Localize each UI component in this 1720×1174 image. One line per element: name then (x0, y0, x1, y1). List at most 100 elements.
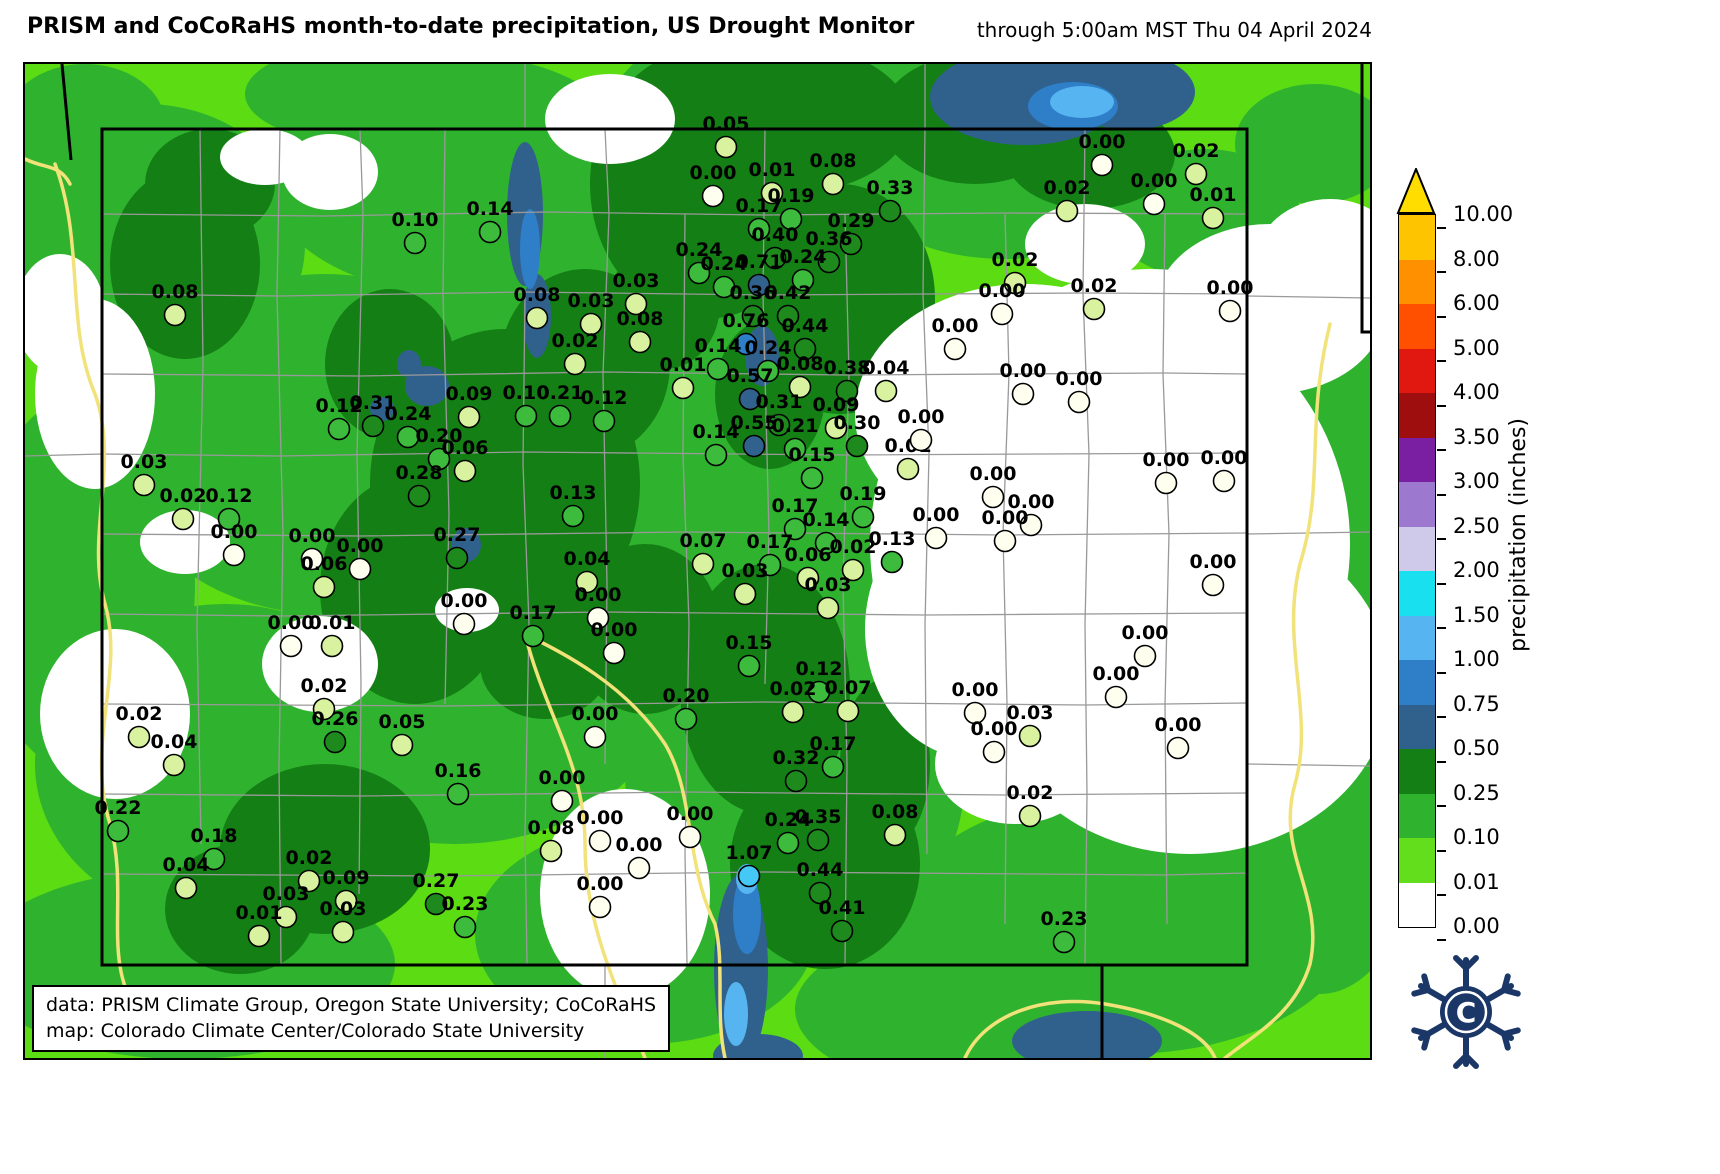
legend-band (1399, 660, 1435, 705)
station-value-label: 0.08 (152, 281, 199, 303)
legend-color-bar (1398, 214, 1436, 928)
station-marker (1011, 382, 1035, 406)
station-marker (453, 915, 477, 939)
station-value-label: 0.00 (539, 767, 586, 789)
station-marker (704, 443, 728, 467)
station-marker (737, 654, 761, 678)
station-value-label: 0.20 (663, 685, 710, 707)
station-marker (839, 232, 863, 256)
station-marker (1212, 469, 1236, 493)
station-marker (312, 575, 336, 599)
station-marker (1090, 153, 1114, 177)
station-value-label: 0.09 (323, 867, 370, 889)
station-value-label: 0.03 (320, 898, 367, 920)
station-value-label: 0.14 (467, 198, 514, 220)
station-marker (793, 337, 817, 361)
station-value-label: 0.14 (695, 335, 742, 357)
station-marker (1142, 192, 1166, 216)
station-marker (779, 207, 803, 231)
station-marker (806, 828, 830, 852)
legend-tick (1437, 849, 1446, 852)
station-marker (990, 302, 1014, 326)
station-marker (312, 697, 336, 721)
station-marker (247, 924, 271, 948)
station-marker (274, 905, 298, 929)
station-value-label: 0.06 (301, 553, 348, 575)
station-marker (525, 306, 549, 330)
station-value-label: 0.24 (780, 246, 827, 268)
station-marker (821, 755, 845, 779)
legend-band (1399, 571, 1435, 616)
station-value-label: 0.00 (970, 463, 1017, 485)
station-marker (734, 332, 758, 356)
precip-dry-white-layer (25, 74, 1370, 999)
station-marker (706, 357, 730, 381)
legend-tick (1437, 449, 1446, 451)
station-value-label: 0.24 (745, 337, 792, 359)
station-value-label: 0.02 (1071, 275, 1118, 297)
station-marker (514, 404, 538, 428)
station-value-label: 0.16 (435, 760, 482, 782)
station-value-label: 0.44 (797, 859, 844, 881)
station-marker (783, 517, 807, 541)
station-marker (767, 413, 791, 437)
timestamp: through 5:00am MST Thu 04 April 2024 (976, 18, 1372, 42)
station-value-label: 0.15 (726, 632, 773, 654)
station-marker (327, 417, 351, 441)
station-marker (830, 919, 854, 943)
station-marker (583, 725, 607, 749)
station-value-label: 0.08 (777, 353, 824, 375)
station-value-label: 0.02 (1007, 782, 1054, 804)
station-marker (174, 876, 198, 900)
station-marker (1019, 513, 1043, 537)
station-value-label: 0.19 (768, 185, 815, 207)
state-borders (60, 64, 1370, 1058)
station-value-label: 0.02 (1044, 177, 1091, 199)
station-marker (784, 769, 808, 793)
station-marker (132, 473, 156, 497)
station-value-label: 0.17 (510, 602, 557, 624)
legend-tick (1437, 493, 1446, 496)
legend-tick (1437, 315, 1446, 318)
station-marker (733, 582, 757, 606)
station-marker (550, 789, 574, 813)
station-marker (361, 414, 385, 438)
station-marker (624, 292, 648, 316)
station-value-label: 0.44 (782, 315, 829, 337)
colorado-climate-center-snowflake-logo: C (1411, 955, 1521, 1069)
station-marker (808, 881, 832, 905)
station-marker (880, 550, 904, 574)
station-value-label: 0.30 (834, 412, 881, 434)
legend-tick (1437, 538, 1446, 540)
station-marker (763, 246, 787, 270)
station-value-label: 0.24 (701, 253, 748, 275)
station-marker (171, 507, 195, 531)
station-marker (737, 864, 761, 888)
station-value-label: 0.08 (617, 308, 664, 330)
station-marker (407, 484, 431, 508)
station-marker (1082, 297, 1106, 321)
station-marker (628, 330, 652, 354)
station-value-label: 0.02 (552, 330, 599, 352)
station-marker (563, 352, 587, 376)
station-value-label: 0.00 (1207, 277, 1254, 299)
station-value-label: 0.71 (736, 251, 783, 273)
station-value-label: 0.17 (772, 495, 819, 517)
station-marker (427, 447, 451, 471)
map-canvas: 0.050.00 0.01 0.080.190.170.330.290.40 0.36… (25, 64, 1370, 1058)
station-value-label: 0.40 (752, 224, 799, 246)
station-value-label: 0.02 (1173, 140, 1220, 162)
station-marker (845, 434, 869, 458)
station-marker (445, 546, 469, 570)
station-marker (575, 570, 599, 594)
station-value-label: 0.13 (550, 482, 597, 504)
station-value-label: 0.00 (289, 525, 336, 547)
station-marker (814, 531, 838, 555)
station-marker (982, 740, 1006, 764)
credits-box: data: PRISM Climate Group, Oregon State … (32, 985, 671, 1053)
legend-band (1399, 882, 1435, 927)
station-marker (687, 261, 711, 285)
station-marker (588, 829, 612, 853)
station-value-label: 0.24 (385, 403, 432, 425)
station-value-label: 0.38 (824, 357, 871, 379)
